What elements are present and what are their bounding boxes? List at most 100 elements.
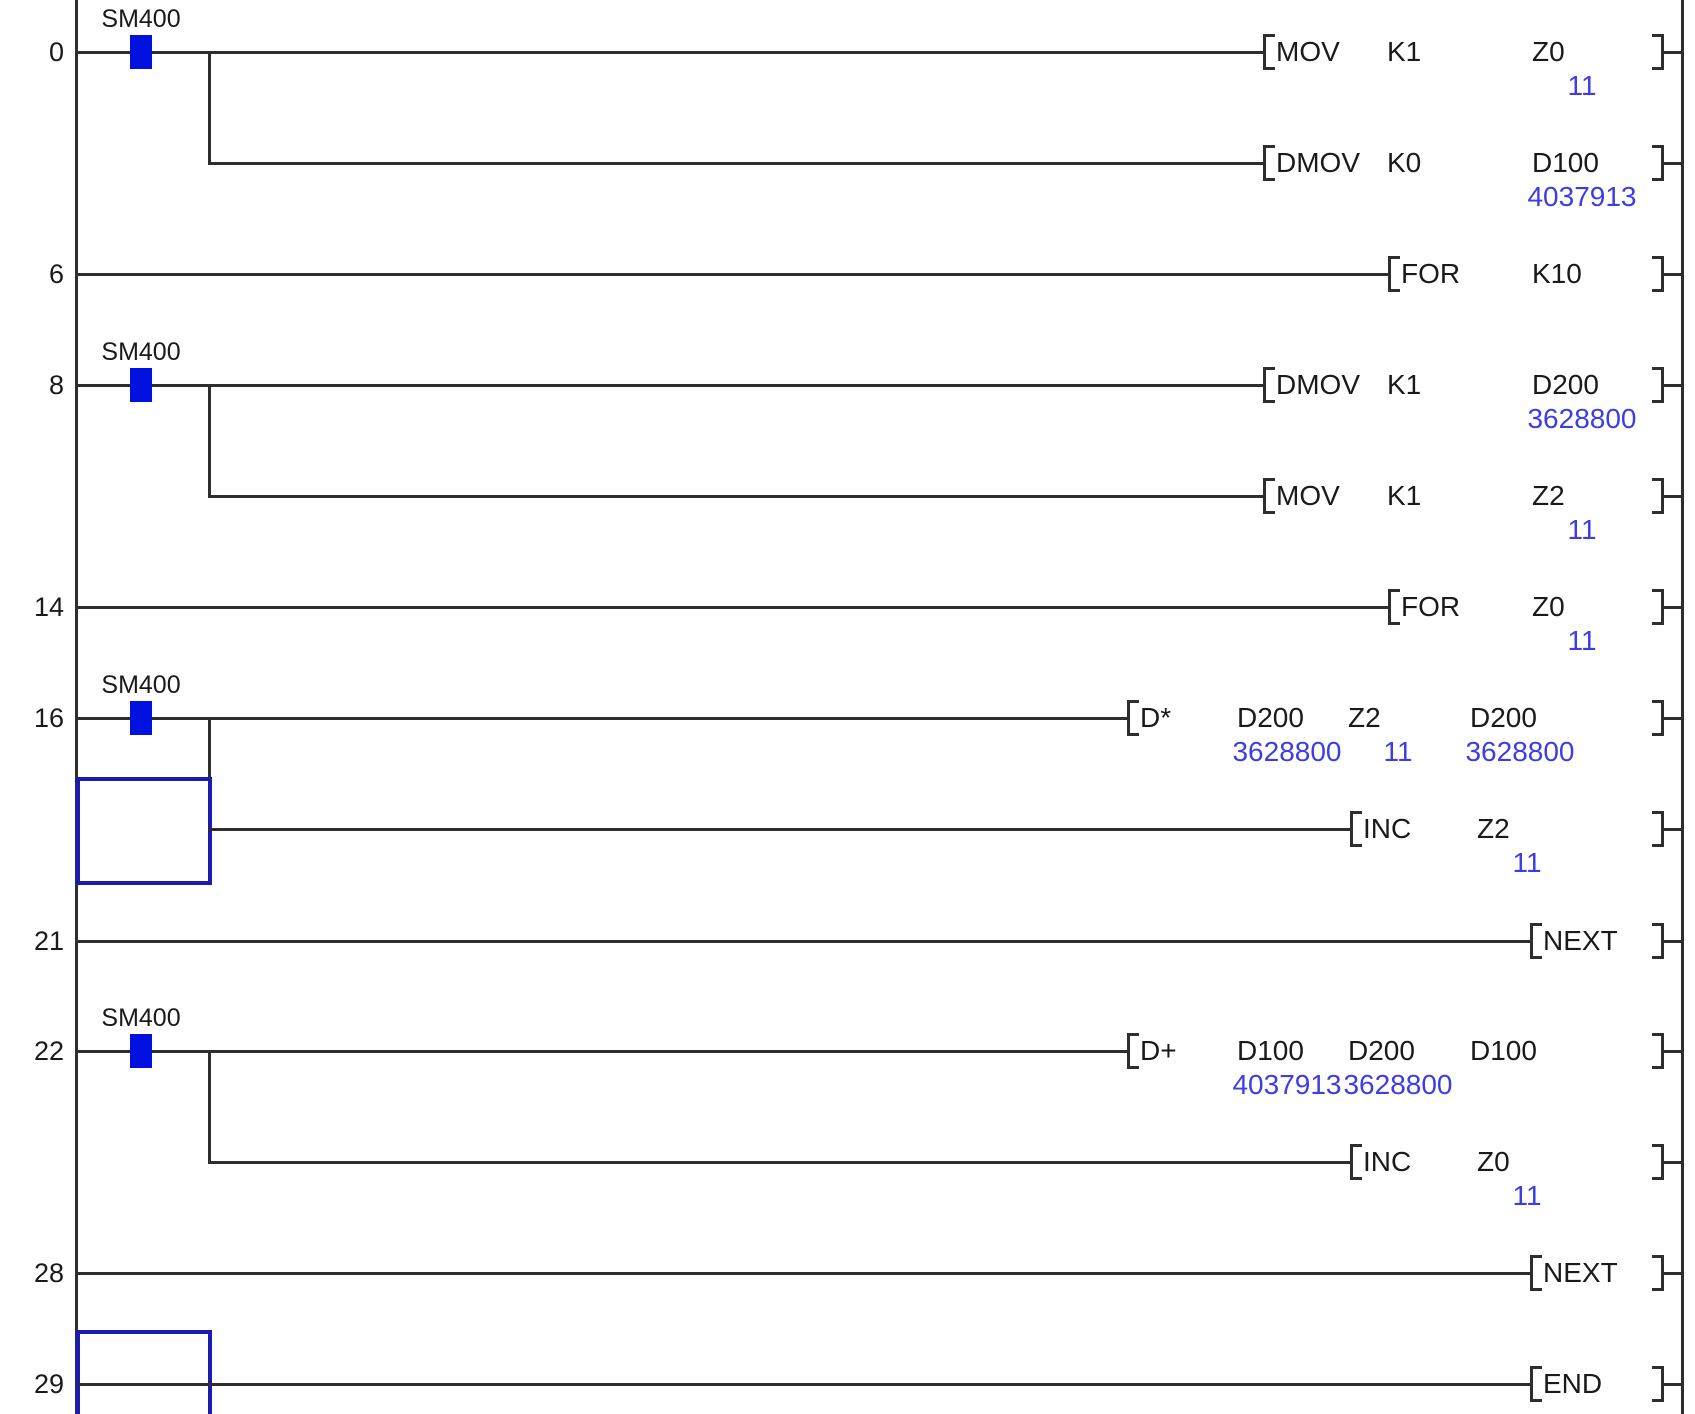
- monitor-value: 3628800: [1343, 1069, 1453, 1100]
- monitor-value: 3628800: [1232, 736, 1342, 767]
- instruction-mnemonic[interactable]: FOR: [1401, 591, 1461, 622]
- monitor-value: 11: [1567, 514, 1597, 545]
- instruction-operand[interactable]: D100: [1532, 147, 1599, 178]
- instruction-operand[interactable]: D100: [1470, 1035, 1537, 1066]
- rung-wire: [1662, 384, 1681, 387]
- rung-wire: [78, 384, 1264, 387]
- instruction-mnemonic[interactable]: MOV: [1276, 480, 1340, 511]
- rung-wire: [78, 1383, 1531, 1386]
- rung-wire: [208, 162, 1264, 165]
- instruction-bracket-open: [1263, 367, 1275, 403]
- instruction-operand[interactable]: K1: [1387, 480, 1422, 511]
- branch-wire: [208, 1051, 211, 1164]
- monitor-value: 3628800: [1527, 403, 1637, 434]
- instruction-operand[interactable]: D200: [1237, 702, 1304, 733]
- instruction-mnemonic[interactable]: END: [1543, 1368, 1603, 1399]
- rung-wire: [1662, 1272, 1681, 1275]
- instruction-operand[interactable]: Z2: [1532, 480, 1565, 511]
- instruction-mnemonic[interactable]: MOV: [1276, 36, 1340, 67]
- step-number: 21: [33, 926, 64, 956]
- instruction-bracket-open: [1127, 700, 1139, 736]
- monitor-value: 11: [1383, 736, 1413, 767]
- instruction-operand[interactable]: K1: [1387, 369, 1422, 400]
- instruction-mnemonic[interactable]: FOR: [1401, 258, 1461, 289]
- step-number: 0: [48, 37, 64, 67]
- monitor-value: 11: [1512, 1180, 1542, 1211]
- instruction-bracket-open: [1263, 478, 1275, 514]
- power-rail-right: [1681, 0, 1684, 1414]
- rung-wire: [1662, 828, 1681, 831]
- contact-label: SM400: [101, 671, 181, 699]
- rung-wire: [78, 606, 1389, 609]
- rung-wire: [1662, 495, 1681, 498]
- rung-wire: [1662, 606, 1681, 609]
- rung-wire: [208, 1161, 1351, 1164]
- instruction-bracket-open: [1530, 923, 1542, 959]
- monitor-value: 11: [1512, 847, 1542, 878]
- monitor-value: 11: [1567, 70, 1597, 101]
- instruction-bracket-open: [1263, 145, 1275, 181]
- instruction-mnemonic[interactable]: NEXT: [1543, 1257, 1618, 1288]
- instruction-mnemonic[interactable]: INC: [1363, 1146, 1412, 1177]
- instruction-mnemonic[interactable]: D*: [1140, 702, 1172, 733]
- contact-sm400[interactable]: [130, 701, 152, 735]
- contact-sm400[interactable]: [130, 368, 152, 402]
- step-number: 14: [33, 592, 64, 622]
- rung-wire: [1662, 1383, 1681, 1386]
- rung-wire: [1662, 1161, 1681, 1164]
- instruction-mnemonic[interactable]: INC: [1363, 813, 1412, 844]
- instruction-mnemonic[interactable]: D+: [1140, 1035, 1177, 1066]
- step-number: 6: [48, 259, 64, 289]
- contact-label: SM400: [101, 5, 181, 33]
- rung-wire: [1662, 1050, 1681, 1053]
- instruction-operand[interactable]: D200: [1532, 369, 1599, 400]
- instruction-operand[interactable]: Z0: [1477, 1146, 1510, 1177]
- monitor-value: 4037913: [1232, 1069, 1342, 1100]
- branch-wire: [208, 718, 211, 831]
- rung-wire: [78, 940, 1531, 943]
- instruction-operand[interactable]: Z0: [1532, 36, 1565, 67]
- instruction-operand[interactable]: Z0: [1532, 591, 1565, 622]
- contact-sm400[interactable]: [130, 1034, 152, 1068]
- step-number: 22: [33, 1036, 64, 1066]
- instruction-mnemonic[interactable]: DMOV: [1276, 369, 1360, 400]
- instruction-mnemonic[interactable]: DMOV: [1276, 147, 1360, 178]
- instruction-mnemonic[interactable]: NEXT: [1543, 925, 1618, 956]
- monitor-value: 3628800: [1465, 736, 1575, 767]
- instruction-operand[interactable]: K0: [1387, 147, 1422, 178]
- rung-wire: [208, 495, 1264, 498]
- instruction-operand[interactable]: D100: [1237, 1035, 1304, 1066]
- instruction-operand[interactable]: Z2: [1348, 702, 1381, 733]
- instruction-operand[interactable]: K10: [1532, 258, 1582, 289]
- contact-label: SM400: [101, 338, 181, 366]
- rung-wire: [78, 1050, 1128, 1053]
- instruction-bracket-open: [1263, 34, 1275, 70]
- edit-cursor[interactable]: [76, 777, 212, 885]
- power-rail-left: [75, 0, 78, 1414]
- monitor-value: 4037913: [1527, 181, 1637, 212]
- contact-label: SM400: [101, 1004, 181, 1032]
- rung-wire: [78, 1272, 1531, 1275]
- rung-wire: [78, 273, 1389, 276]
- rung-wire: [1662, 162, 1681, 165]
- rung-wire: [1662, 940, 1681, 943]
- rung-wire: [1662, 717, 1681, 720]
- instruction-operand[interactable]: Z2: [1477, 813, 1510, 844]
- rung-wire: [1662, 51, 1681, 54]
- instruction-bracket-open: [1127, 1033, 1139, 1069]
- instruction-operand[interactable]: K1: [1387, 36, 1422, 67]
- monitor-value: 11: [1567, 625, 1597, 656]
- contact-sm400[interactable]: [130, 35, 152, 69]
- instruction-operand[interactable]: D200: [1470, 702, 1537, 733]
- instruction-operand[interactable]: D200: [1348, 1035, 1415, 1066]
- instruction-bracket-open: [1388, 256, 1400, 292]
- instruction-bracket-open: [1530, 1255, 1542, 1291]
- rung-wire: [208, 828, 1351, 831]
- rung-wire: [1662, 273, 1681, 276]
- instruction-bracket-open: [1350, 811, 1362, 847]
- rung-wire: [78, 717, 1128, 720]
- branch-wire: [208, 385, 211, 498]
- step-number: 28: [33, 1258, 64, 1288]
- edit-cursor[interactable]: [76, 1330, 212, 1414]
